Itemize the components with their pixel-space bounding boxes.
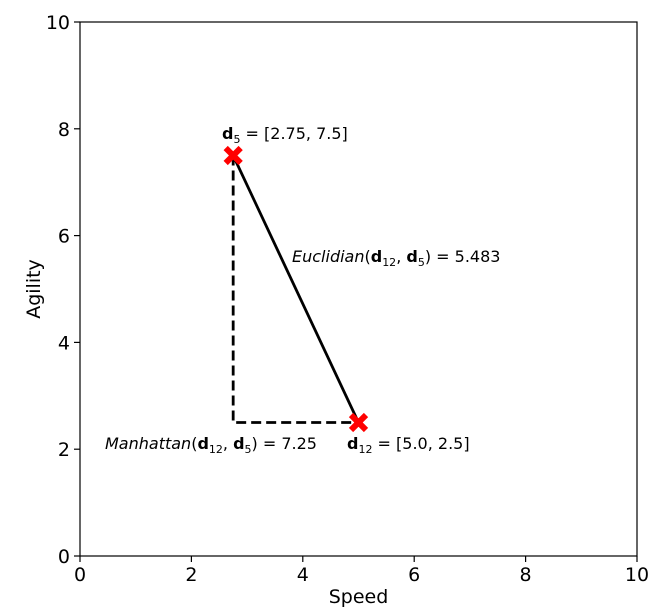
annotation-d5-vector: d bbox=[222, 124, 233, 143]
euclidian-arg2-vector: d bbox=[406, 247, 417, 266]
euclidian-separator: , bbox=[396, 247, 406, 266]
annotation-manhattan: Manhattan(d12, d5) = 7.25 bbox=[105, 434, 317, 456]
manhattan-open-paren: ( bbox=[191, 434, 197, 453]
euclidian-arg2-subscript: 5 bbox=[418, 256, 425, 269]
axis-ticks: 0 2 4 6 8 10 0 2 4 6 8 10 bbox=[46, 12, 649, 586]
manhattan-arg1-subscript: 12 bbox=[209, 443, 223, 456]
annotation-d12: d12 = [5.0, 2.5] bbox=[347, 434, 470, 456]
annotation-d5-value: = [2.75, 7.5] bbox=[240, 124, 347, 143]
euclidian-arg1-subscript: 12 bbox=[382, 256, 396, 269]
euclidian-value: ) = 5.483 bbox=[425, 247, 501, 266]
euclidian-arg1-vector: d bbox=[371, 247, 382, 266]
annotation-d12-vector: d bbox=[347, 434, 358, 453]
annotation-d5: d5 = [2.75, 7.5] bbox=[222, 124, 348, 146]
annotation-d12-subscript: 12 bbox=[358, 443, 372, 456]
x-tick-label: 10 bbox=[625, 564, 649, 586]
y-tick-label: 2 bbox=[58, 439, 70, 461]
y-tick-label: 8 bbox=[58, 119, 70, 141]
manhattan-function-name: Manhattan bbox=[105, 434, 191, 453]
euclidian-open-paren: ( bbox=[364, 247, 370, 266]
manhattan-arg1-vector: d bbox=[197, 434, 208, 453]
euclidian-line bbox=[231, 154, 360, 424]
x-tick-label: 8 bbox=[520, 564, 532, 586]
manhattan-path-line bbox=[231, 155, 359, 424]
annotation-d12-value: = [5.0, 2.5] bbox=[372, 434, 469, 453]
manhattan-arg2-subscript: 5 bbox=[245, 443, 252, 456]
y-tick-label: 6 bbox=[58, 226, 70, 248]
y-tick-label: 4 bbox=[58, 332, 70, 354]
manhattan-value: ) = 7.25 bbox=[252, 434, 317, 453]
marker-stroke bbox=[223, 145, 243, 166]
point-d5-marker bbox=[223, 145, 243, 166]
x-tick-label: 4 bbox=[297, 564, 309, 586]
manhattan-separator: , bbox=[223, 434, 233, 453]
point-d12-marker bbox=[348, 412, 369, 433]
annotation-euclidian: Euclidian(d12, d5) = 5.483 bbox=[292, 247, 500, 269]
marker-stroke bbox=[348, 412, 369, 433]
x-tick-label: 2 bbox=[185, 564, 197, 586]
manhattan-arg2-vector: d bbox=[233, 434, 244, 453]
annotation-d5-subscript: 5 bbox=[233, 133, 240, 146]
series-layer bbox=[223, 145, 369, 433]
y-tick-label: 0 bbox=[58, 546, 70, 568]
x-tick-label: 6 bbox=[408, 564, 420, 586]
y-axis-title: Agility bbox=[23, 259, 45, 319]
plot-area bbox=[79, 21, 638, 557]
x-tick-label: 0 bbox=[74, 564, 86, 586]
x-axis-title: Speed bbox=[329, 586, 389, 608]
y-tick-label: 10 bbox=[46, 12, 70, 34]
euclidian-function-name: Euclidian bbox=[292, 247, 364, 266]
